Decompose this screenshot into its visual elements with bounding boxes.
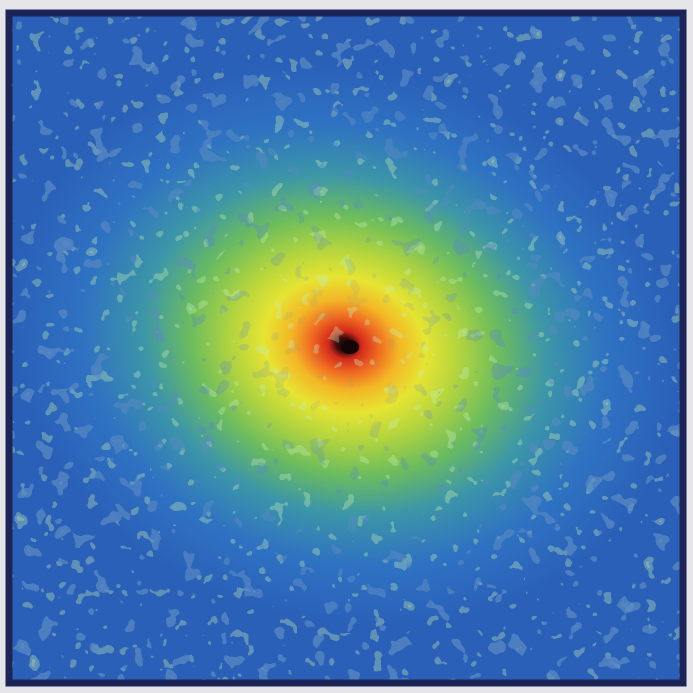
frame <box>5 9 687 687</box>
center-peak <box>341 340 359 354</box>
